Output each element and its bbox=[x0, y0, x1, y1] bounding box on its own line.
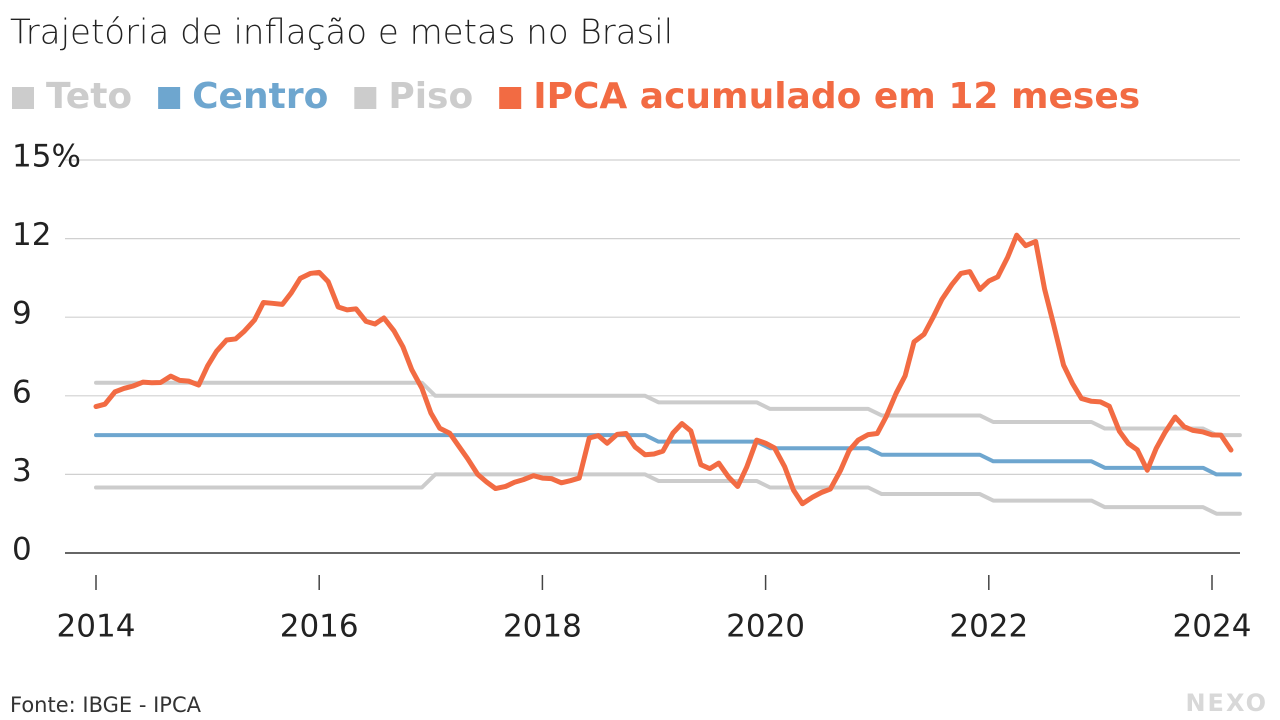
y-tick-label: 9 bbox=[12, 296, 32, 332]
legend-label: Teto bbox=[46, 76, 132, 117]
y-tick-label: 0 bbox=[12, 532, 32, 568]
y-tick-label: 15% bbox=[12, 139, 81, 175]
x-tick-label: 2014 bbox=[57, 609, 136, 645]
y-tick-label: 3 bbox=[12, 453, 32, 489]
source: Fonte: IBGE - IPCA bbox=[10, 693, 202, 717]
series-line bbox=[94, 472, 1242, 516]
legend-label: Piso bbox=[388, 76, 473, 117]
legend-swatch bbox=[354, 87, 377, 109]
x-tick-label: 2024 bbox=[1173, 609, 1252, 645]
x-tick-label: 2020 bbox=[726, 609, 805, 645]
brand: NEXO bbox=[1185, 689, 1268, 717]
legend-swatch bbox=[12, 87, 34, 109]
chart-title: Trajetória de inflação e metas no Brasil bbox=[10, 13, 673, 53]
legend-swatch bbox=[499, 87, 522, 109]
x-tick-label: 2018 bbox=[503, 609, 582, 645]
series-line bbox=[94, 380, 1242, 438]
x-tick-label: 2022 bbox=[949, 609, 1028, 645]
legend-label: Centro bbox=[192, 76, 328, 117]
x-tick-label: 2016 bbox=[280, 609, 359, 645]
series-line bbox=[94, 433, 1242, 477]
series-line bbox=[93, 232, 1234, 507]
legend-label: IPCA acumulado em 12 meses bbox=[533, 76, 1140, 117]
y-tick-label: 6 bbox=[12, 374, 32, 410]
legend-swatch bbox=[158, 87, 181, 109]
y-tick-label: 12 bbox=[12, 217, 51, 253]
